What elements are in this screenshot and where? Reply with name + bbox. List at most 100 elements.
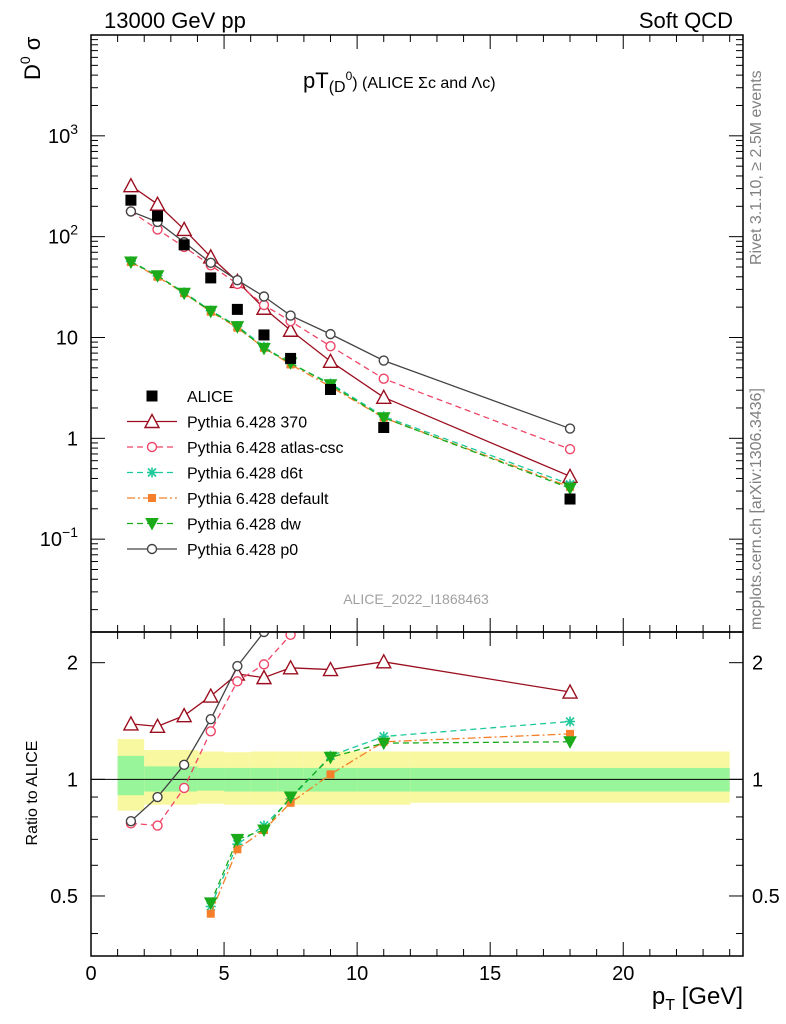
- ratio-point-370: [202, 687, 219, 703]
- alice-point: [378, 422, 390, 434]
- ratio-point-d6t: [565, 716, 576, 727]
- alice-point: [258, 329, 270, 341]
- legend-label-dw: Pythia 6.428 dw: [187, 517, 301, 534]
- main-ylabel: D0 σ: [17, 36, 45, 80]
- series-point-atlas-csc: [378, 373, 389, 384]
- ratio-point-370: [149, 717, 166, 734]
- ratio-point-default: [206, 909, 215, 918]
- series-point-370: [149, 195, 166, 211]
- ratio-point-p0: [258, 632, 270, 638]
- series-point-dw: [203, 305, 218, 319]
- legend-marker-p0: [146, 543, 158, 555]
- ratio-xtick-label: 20: [612, 963, 634, 985]
- ratio-xtick-label: 5: [218, 963, 229, 985]
- series-point-p0: [378, 355, 389, 366]
- main-ytick-label: 103: [48, 121, 78, 148]
- panel-title-sup: 0: [346, 69, 353, 83]
- alice-point: [205, 272, 217, 284]
- legend-marker-370: [143, 413, 161, 429]
- series-line-p0: [130, 210, 571, 430]
- main-ylabel-base: D: [20, 64, 45, 80]
- ratio-point-370: [175, 707, 193, 723]
- ratio-point-atlas-csc: [178, 782, 190, 794]
- ratio-point-370: [375, 653, 392, 669]
- ratio-frame: [90, 631, 744, 957]
- series-line-370: [130, 185, 571, 477]
- ratio-xtick-label: 10: [346, 963, 368, 985]
- ratio-ytick-label-right: 0.5: [752, 886, 780, 908]
- series-point-dw: [177, 287, 191, 301]
- ratio-point-atlas-csc: [285, 632, 296, 641]
- ratio-point-dw: [230, 833, 245, 847]
- ratio-xlabel: pT [GeV]: [652, 983, 743, 1014]
- series-point-atlas-csc: [325, 340, 336, 352]
- ratio-line-370: [130, 661, 571, 728]
- series-point-dw: [150, 270, 165, 283]
- ratio-point-p0: [232, 660, 243, 672]
- ratio-band-inner: [117, 755, 145, 796]
- alice-point: [152, 210, 164, 222]
- ratio-point-p0: [152, 791, 163, 803]
- legend-marker-dw: [145, 518, 159, 531]
- ratio-point-atlas-csc: [232, 676, 243, 687]
- ratio-point-dw: [376, 737, 391, 751]
- series-point-p0: [285, 310, 296, 321]
- ratio-ylabel: Ratio to ALICE: [24, 741, 41, 846]
- ratio-series-group: [122, 504, 579, 918]
- ratio-point-dw: [323, 751, 338, 765]
- alice-point: [125, 194, 137, 206]
- main-ytick-label: 10: [56, 327, 78, 349]
- ratio-point-370: [282, 659, 299, 675]
- ratio-point-atlas-csc: [566, 584, 575, 593]
- analysis-id-label: ALICE_2022_I1868463: [343, 591, 489, 607]
- ratio-panel: 2 2 1 1 0.5 0.5 0 5 10 15 20 Ratio to ALICE pT [Ge…: [24, 504, 780, 1014]
- legend-label-370: Pythia 6.428 370: [187, 415, 307, 432]
- legend-marker-atlas-csc: [146, 441, 158, 453]
- series-point-dw: [376, 412, 391, 425]
- side-rivet-text: Rivet 3.1.10, ≥ 2.5M events: [748, 70, 765, 265]
- alice-point: [178, 239, 190, 251]
- legend-label-p0: Pythia 6.428 p0: [187, 542, 298, 559]
- legend-label-default: Pythia 6.428 default: [187, 491, 329, 508]
- ratio-ytick-label-left: 1: [67, 769, 78, 791]
- legend-marker-ALICE: [146, 390, 158, 402]
- ratio-ytick-label-right: 1: [752, 769, 763, 791]
- legend: ALICE Pythia 6.428 370 Pythia 6.428 atlas-…: [127, 389, 344, 559]
- ratio-uncertainty-bands: [91, 739, 743, 811]
- ratio-point-atlas-csc: [326, 608, 335, 617]
- panel-title: pT(D0) (ALICE Σc and Λc): [303, 68, 496, 96]
- ratio-tick-labels: 2 2 1 1 0.5 0.5 0 5 10 15 20: [50, 653, 780, 985]
- main-ytick-base: 10: [48, 126, 70, 148]
- ratio-xlabel-sub: T: [665, 997, 675, 1014]
- legend-label-atlas-csc: Pythia 6.428 atlas-csc: [187, 440, 344, 457]
- series-point-370: [122, 177, 140, 193]
- legend-label-d6t: Pythia 6.428 d6t: [187, 466, 303, 483]
- ratio-point-p0: [566, 504, 575, 513]
- panel-title-sub: (D: [329, 79, 346, 96]
- ratio-point-atlas-csc: [152, 820, 163, 831]
- series-point-370: [175, 220, 193, 237]
- ratio-ytick-label-left: 2: [67, 653, 78, 675]
- ratio-xtick-label: 0: [85, 963, 96, 985]
- ratio-line-d6t: [210, 720, 571, 907]
- main-ytick-exp: 3: [70, 121, 78, 137]
- main-ylabel-rest: σ: [20, 36, 45, 56]
- ratio-line-p0: [130, 632, 266, 822]
- ratio-xlabel-rest: [GeV]: [675, 983, 743, 1010]
- ratio-point-p0: [178, 759, 190, 771]
- series-point-p0: [258, 291, 270, 302]
- series-point-dw: [563, 482, 577, 496]
- series-line-atlas-csc: [130, 210, 571, 450]
- ratio-point-atlas-csc: [258, 659, 270, 670]
- main-ytick-label: 1: [67, 428, 78, 450]
- series-point-dw: [257, 342, 271, 356]
- main-ytick-label: 10−1: [40, 524, 78, 551]
- ratio-point-p0: [286, 608, 295, 617]
- series-point-p0: [564, 423, 576, 434]
- ratio-point-p0: [205, 713, 216, 725]
- series-line-dw: [130, 261, 571, 489]
- alice-point: [285, 352, 297, 364]
- main-axis-ticks: [90, 35, 743, 632]
